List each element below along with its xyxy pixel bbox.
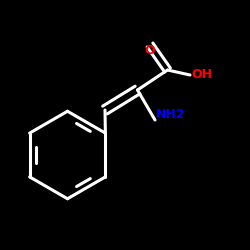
Text: OH: OH bbox=[191, 68, 212, 82]
Text: O: O bbox=[145, 44, 155, 57]
Text: NH2: NH2 bbox=[156, 108, 186, 121]
